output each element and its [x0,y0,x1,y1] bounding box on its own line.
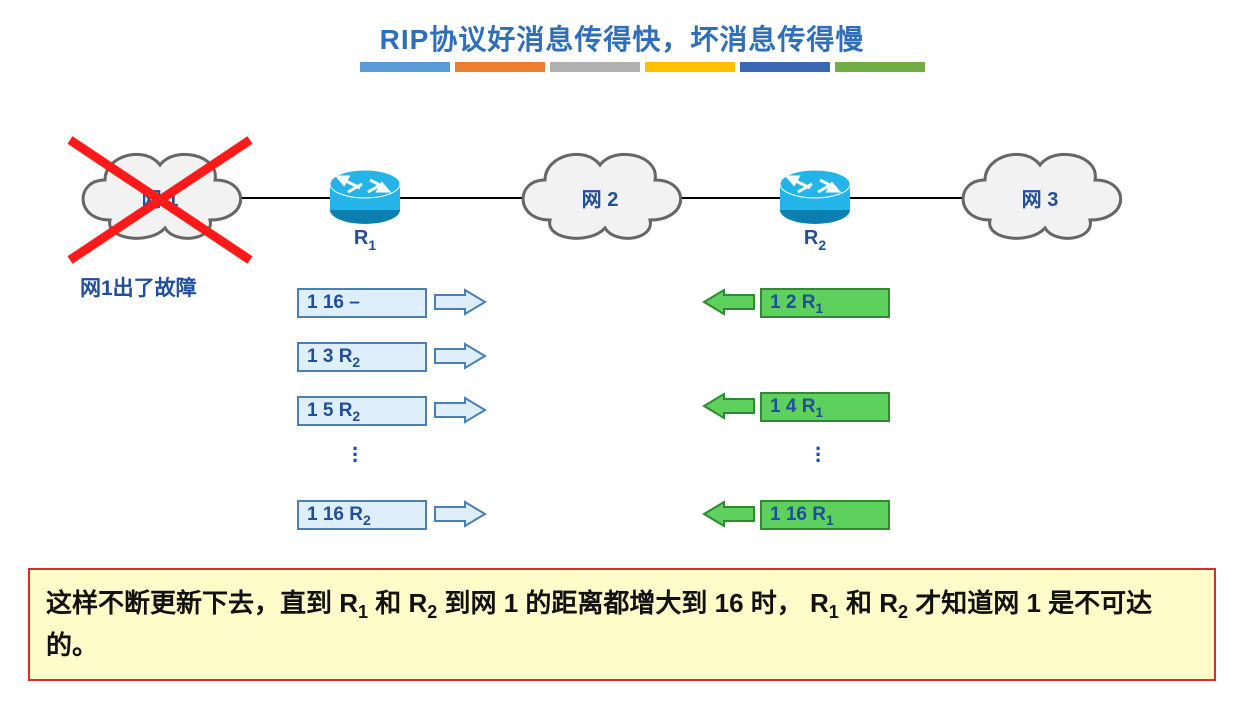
routing-entry: 1 2 R1 [760,288,890,318]
network-cloud: 网 1 [70,140,250,260]
routing-entry: 1 5 R2 [297,396,427,426]
note-sub: 2 [427,602,437,622]
router-icon: R1 [330,170,400,253]
network-cloud: 网 3 [963,154,1121,238]
arrow-right-icon [435,290,485,314]
arrow-right-icon [435,398,485,422]
ellipsis-vertical-icon: ··· [815,446,822,464]
router-icon: R2 [780,170,850,253]
routing-entry: 1 16 – [297,288,427,318]
arrow-left-icon [704,394,754,418]
routing-entry: 1 4 R1 [760,392,890,422]
note-text: 和 R [839,588,898,618]
note-text: 这样不断更新下去，直到 R [46,588,358,618]
routing-entry: 1 16 R2 [297,500,427,530]
svg-text:R2: R2 [804,227,826,253]
arrow-right-icon [435,344,485,368]
svg-text:网 2: 网 2 [582,189,619,211]
routing-entry: 1 3 R2 [297,342,427,372]
explanation-note: 这样不断更新下去，直到 R1 和 R2 到网 1 的距离都增大到 16 时， R… [28,568,1216,681]
svg-text:网 3: 网 3 [1022,189,1059,211]
arrow-left-icon [704,502,754,526]
arrow-right-icon [435,502,485,526]
svg-text:R1: R1 [354,227,376,253]
ellipsis-vertical-icon: ··· [352,446,359,464]
fault-caption: 网1出了故障 [80,272,197,302]
note-sub: 1 [358,602,368,622]
note-sub: 2 [898,602,908,622]
arrow-left-icon [704,290,754,314]
network-cloud: 网 2 [523,154,681,238]
routing-entry: 1 16 R1 [760,500,890,530]
note-sub: 1 [829,602,839,622]
note-text: 和 R [368,588,427,618]
note-text: 到网 1 的距离都增大到 16 时， R [437,588,829,618]
